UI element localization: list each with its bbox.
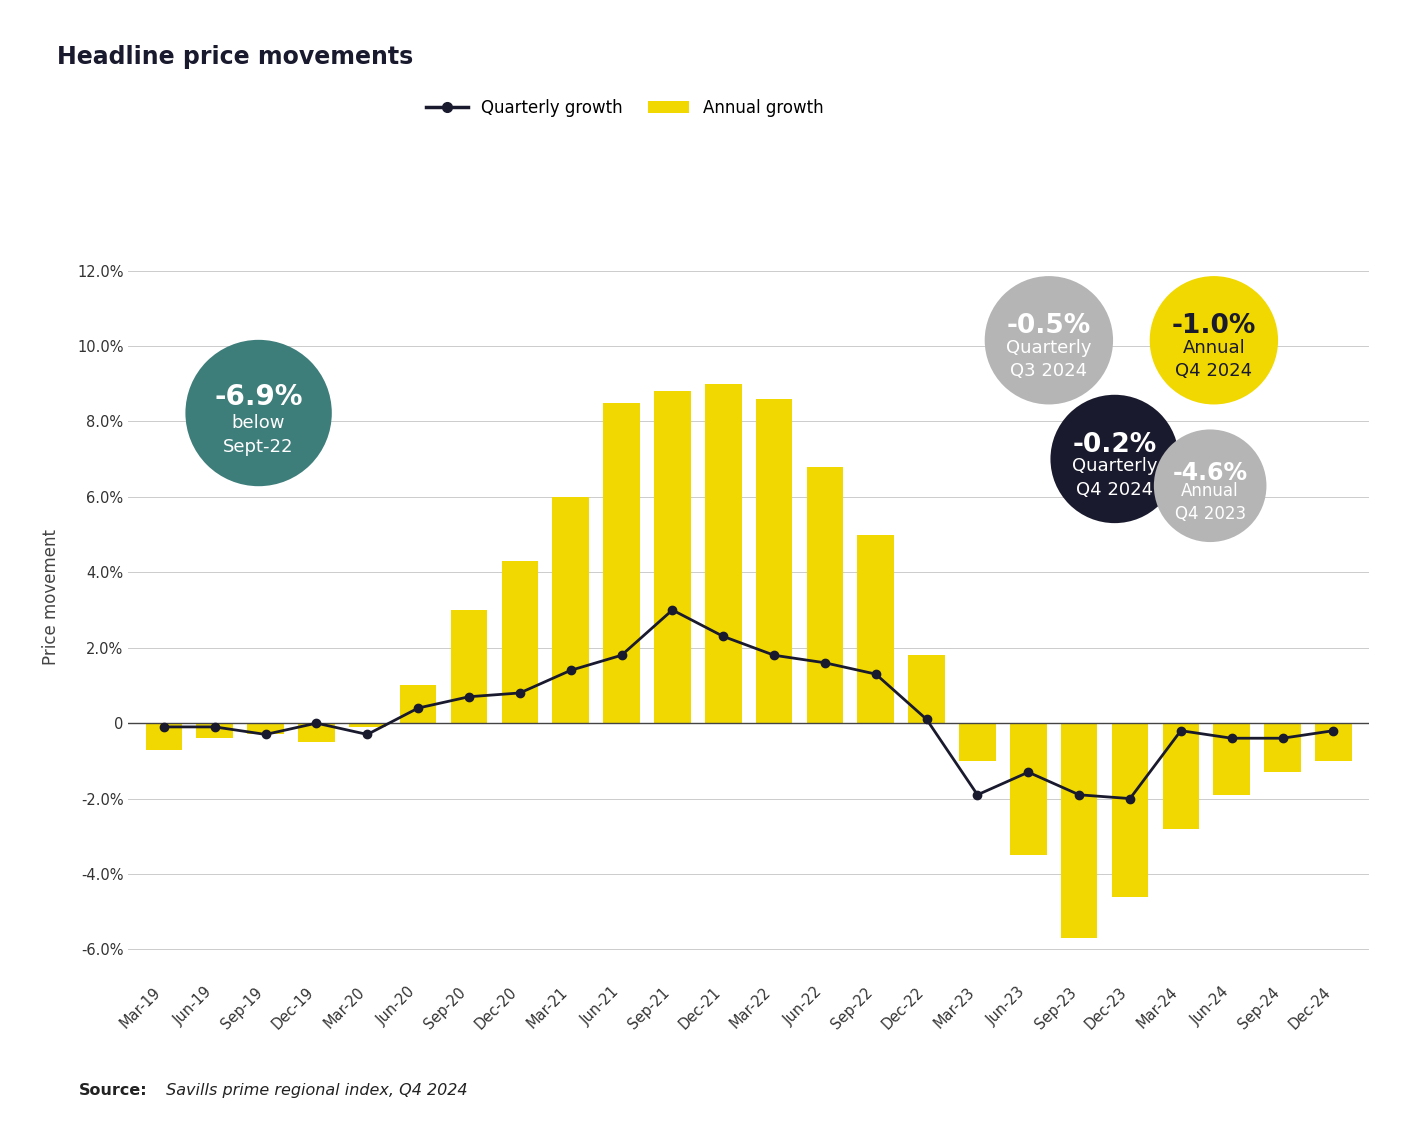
Bar [197,723,232,739]
Legend: Quarterly growth, Annual growth: Quarterly growth, Annual growth [419,92,830,124]
Bar [655,391,690,723]
Text: -0.2%: -0.2% [1072,432,1156,458]
Bar [502,561,538,723]
Bar [349,723,385,727]
Text: Annual
Q4 2023: Annual Q4 2023 [1175,482,1246,524]
Bar [1061,723,1098,938]
Bar [1214,723,1251,795]
Bar [857,535,894,723]
Bar [399,686,436,723]
Bar [145,723,183,750]
Text: Headline price movements: Headline price movements [57,45,414,69]
Text: Quarterly
Q4 2024: Quarterly Q4 2024 [1072,457,1158,499]
Text: -1.0%: -1.0% [1172,313,1256,339]
Bar [247,723,284,734]
Y-axis label: Price movement: Price movement [43,529,60,664]
Text: Annual
Q4 2024: Annual Q4 2024 [1175,339,1252,381]
Bar [704,384,742,723]
Bar [1112,723,1148,896]
Text: -4.6%: -4.6% [1172,462,1248,485]
Bar [552,497,589,723]
Text: Source:: Source: [78,1083,147,1098]
Bar [1010,723,1047,855]
Text: -6.9%: -6.9% [214,383,302,411]
Bar [1315,723,1352,761]
Bar [451,610,488,723]
Bar [807,466,843,723]
Text: Quarterly
Q3 2024: Quarterly Q3 2024 [1007,339,1092,381]
Text: -0.5%: -0.5% [1007,313,1091,339]
Bar [756,399,793,723]
Bar [1162,723,1199,829]
Bar [1265,723,1301,772]
Text: below
Sept-22: below Sept-22 [224,414,294,456]
Text: Savills prime regional index, Q4 2024: Savills prime regional index, Q4 2024 [161,1083,468,1098]
Bar [908,655,945,723]
Bar [298,723,335,742]
Bar [603,402,640,723]
Bar [960,723,995,761]
